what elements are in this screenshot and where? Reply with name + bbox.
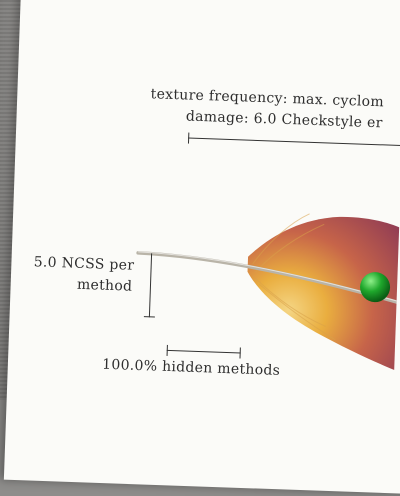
glyph-legend: texture frequency: max. cyclom damage: 6…: [33, 86, 400, 379]
green-marker: [360, 272, 391, 303]
feather-glyph: [136, 213, 400, 378]
feather-vane: [247, 216, 400, 378]
ncss-label-unit: method: [76, 276, 133, 295]
